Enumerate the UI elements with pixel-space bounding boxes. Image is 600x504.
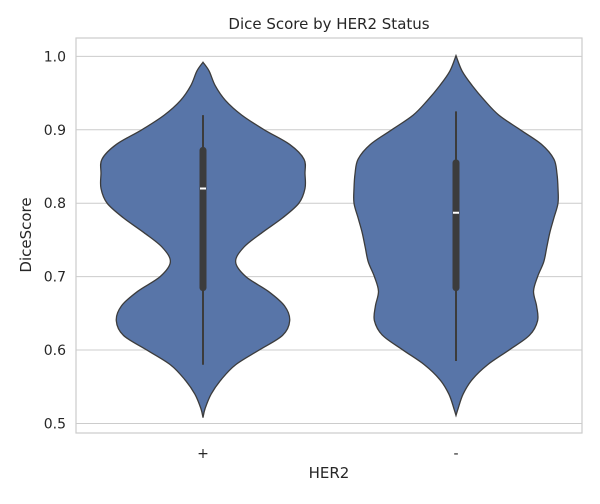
y-axis-ticks: 0.5 0.6 0.7 0.8 0.9 1.0: [44, 49, 66, 432]
y-tick-label: 0.9: [44, 123, 66, 139]
y-axis-label: DiceScore: [17, 197, 35, 272]
x-tick-label: -: [453, 446, 458, 462]
y-tick-label: 0.8: [44, 196, 66, 212]
x-tick-label: +: [197, 446, 209, 462]
y-tick-label: 0.5: [44, 416, 66, 432]
plot-frame: [75, 37, 583, 434]
y-tick-label: 0.7: [44, 270, 66, 286]
violins-group: [99, 53, 559, 418]
x-axis-ticks: + -: [197, 446, 458, 462]
x-axis-label: HER2: [309, 464, 350, 482]
chart-title: Dice Score by HER2 Status: [228, 15, 429, 33]
y-tick-label: 0.6: [44, 343, 66, 359]
y-tick-label: 1.0: [44, 49, 66, 65]
